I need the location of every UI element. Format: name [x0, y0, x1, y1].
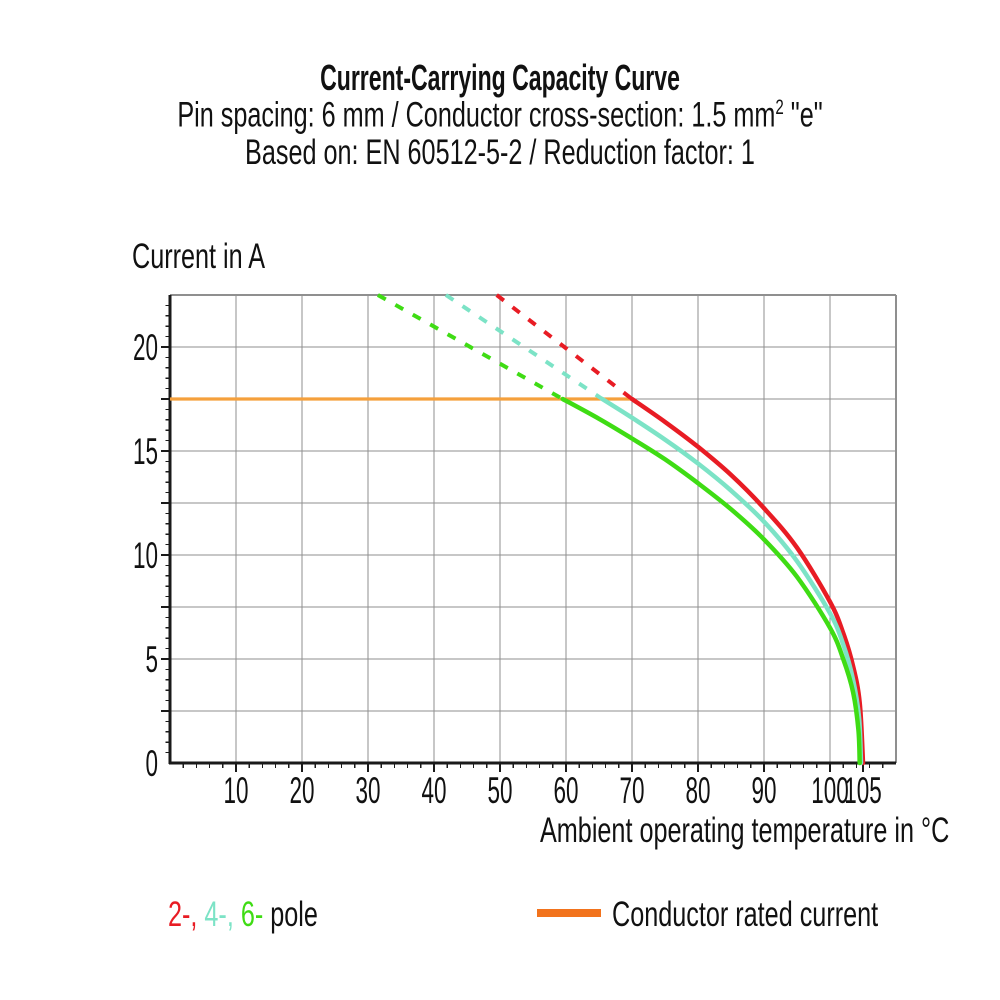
legend-pole-4: 4-, [197, 895, 234, 934]
subtitle-spec-unit-suffix: "e" [783, 95, 823, 135]
y-tick-label: 20 [133, 327, 158, 368]
x-tick-label: 20 [290, 770, 315, 811]
x-tick-label: 10 [224, 770, 249, 811]
legend-poles: 2-, 4-, 6- pole [168, 895, 318, 935]
series-curve-2-pole [629, 396, 866, 766]
series-curve-6-pole [560, 396, 862, 766]
x-tick-label: 30 [356, 770, 381, 811]
rated-current-label: Conductor rated current [612, 895, 879, 934]
y-tick-label: 15 [133, 431, 158, 472]
x-tick-label: 105 [844, 770, 882, 811]
subtitle-spec: Pin spacing: 6 mm / Conductor cross-sect… [140, 96, 860, 135]
y-tick-label: 0 [146, 743, 159, 784]
subtitle-standard: Based on: EN 60512-5-2 / Reduction facto… [245, 133, 755, 172]
x-tick-label: 60 [554, 770, 579, 811]
rated-current-swatch [537, 909, 601, 917]
page-title: Current-Carrying Capacity Curve [320, 57, 680, 98]
y-tick-label: 5 [146, 639, 159, 680]
legend-pole-2: 2-, [168, 895, 198, 934]
x-tick-label: 50 [488, 770, 513, 811]
legend-pole-suffix: pole [263, 895, 318, 934]
x-tick-label: 100 [811, 770, 849, 811]
y-tick-label: 10 [133, 535, 158, 576]
series-dashed-2-pole [495, 293, 634, 401]
x-axis-title: Ambient operating temperature in °C [540, 811, 950, 850]
legend-pole-6: 6- [233, 895, 264, 934]
x-tick-label: 40 [422, 770, 447, 811]
subtitle-spec-text: Pin spacing: 6 mm / Conductor cross-sect… [177, 95, 776, 135]
superscript-2: 2 [775, 96, 784, 119]
series-dashed-6-pole [376, 293, 564, 401]
x-tick-label: 80 [686, 770, 711, 811]
y-axis-title: Current in A [132, 237, 266, 276]
series-curve-4-pole [600, 396, 864, 766]
x-tick-label: 70 [620, 770, 645, 811]
x-tick-label: 90 [752, 770, 777, 811]
